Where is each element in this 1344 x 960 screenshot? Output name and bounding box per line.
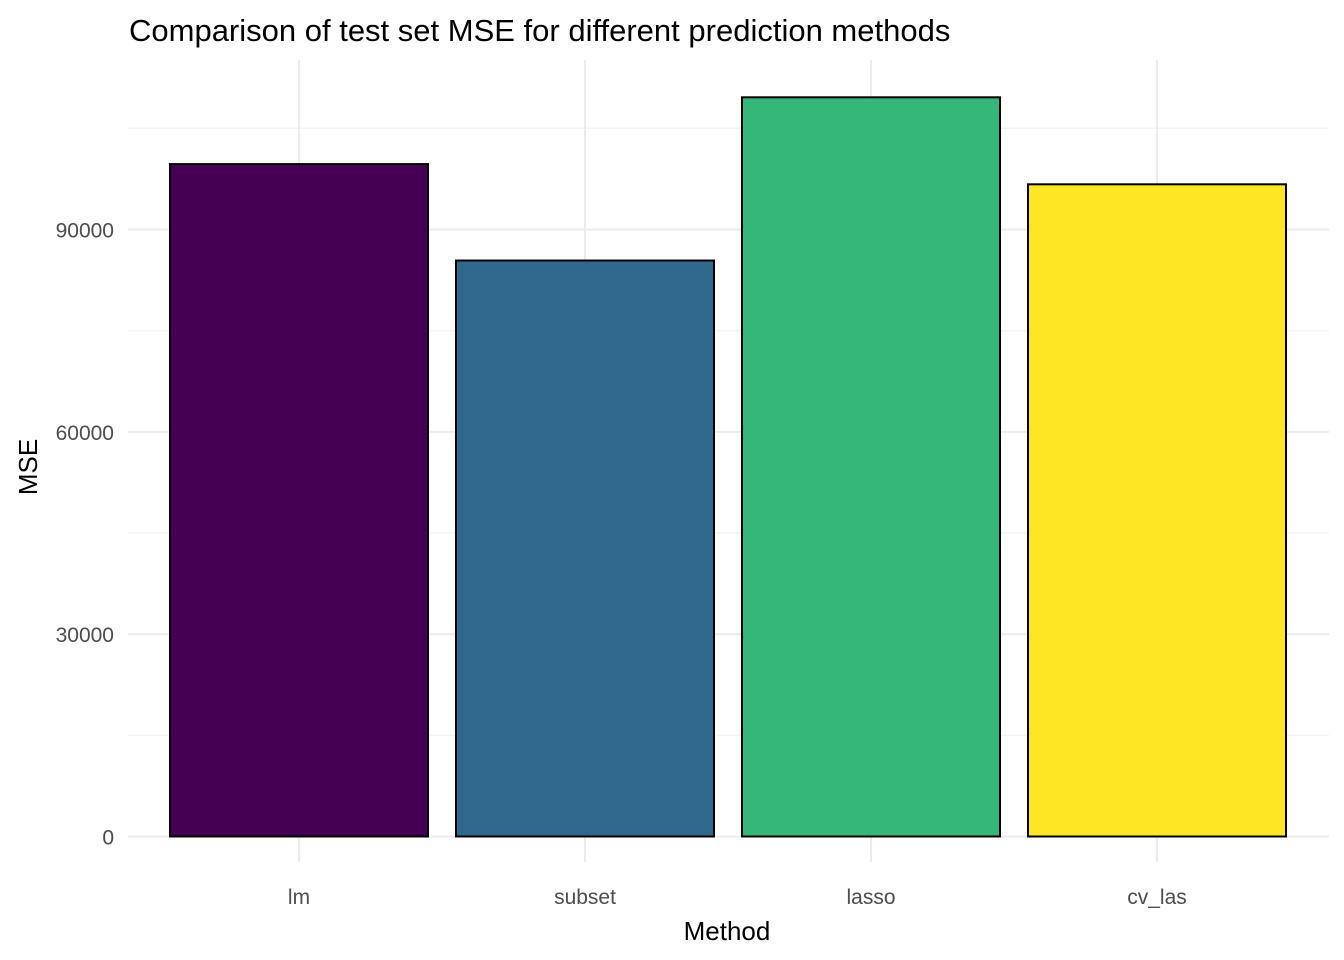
x-tick-label: subset (554, 886, 616, 909)
bar-subset (455, 259, 715, 838)
x-tick-label: cv_las (1127, 886, 1187, 909)
y-tick-label: 90000 (56, 220, 114, 243)
chart-title: Comparison of test set MSE for different… (129, 13, 950, 48)
bars (169, 96, 1287, 838)
bar-cv-las (1027, 183, 1287, 838)
y-tick-label: 0 (102, 827, 114, 850)
x-tick-label: lasso (846, 886, 895, 909)
x-axis-tick-labels: lm subset lasso cv_las (288, 886, 1187, 909)
bar-lasso (741, 96, 1001, 838)
y-axis-tick-labels: 0 30000 60000 90000 (56, 220, 114, 850)
y-tick-label: 60000 (56, 422, 114, 445)
y-axis-title: MSE (13, 439, 43, 495)
x-tick-label: lm (288, 886, 310, 909)
bar-lm (169, 163, 429, 838)
x-axis-title: Method (684, 916, 771, 946)
y-tick-label: 30000 (56, 624, 114, 647)
